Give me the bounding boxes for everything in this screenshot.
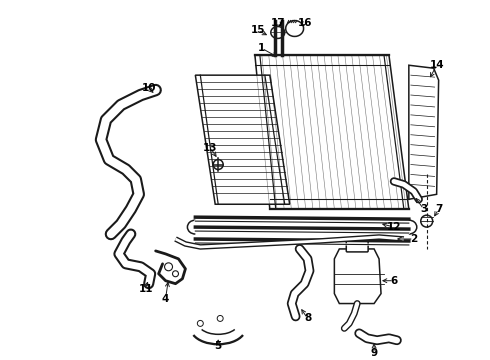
- Polygon shape: [196, 75, 290, 204]
- Text: 11: 11: [139, 284, 153, 294]
- Text: 10: 10: [142, 83, 156, 93]
- Text: 3: 3: [420, 204, 427, 214]
- Text: 8: 8: [304, 314, 311, 323]
- Text: 4: 4: [162, 293, 169, 303]
- Polygon shape: [334, 249, 381, 303]
- Text: 15: 15: [251, 26, 265, 36]
- Text: 14: 14: [429, 60, 444, 70]
- Text: 7: 7: [435, 204, 442, 214]
- Text: 1: 1: [258, 43, 266, 53]
- Text: 16: 16: [297, 18, 312, 27]
- FancyBboxPatch shape: [346, 240, 368, 252]
- Text: 17: 17: [270, 18, 285, 27]
- Text: 2: 2: [410, 234, 417, 244]
- Text: 12: 12: [387, 222, 401, 232]
- Text: 13: 13: [203, 143, 218, 153]
- Text: 9: 9: [370, 348, 378, 358]
- Text: 5: 5: [215, 341, 222, 351]
- Text: 6: 6: [391, 276, 397, 286]
- Polygon shape: [409, 65, 439, 199]
